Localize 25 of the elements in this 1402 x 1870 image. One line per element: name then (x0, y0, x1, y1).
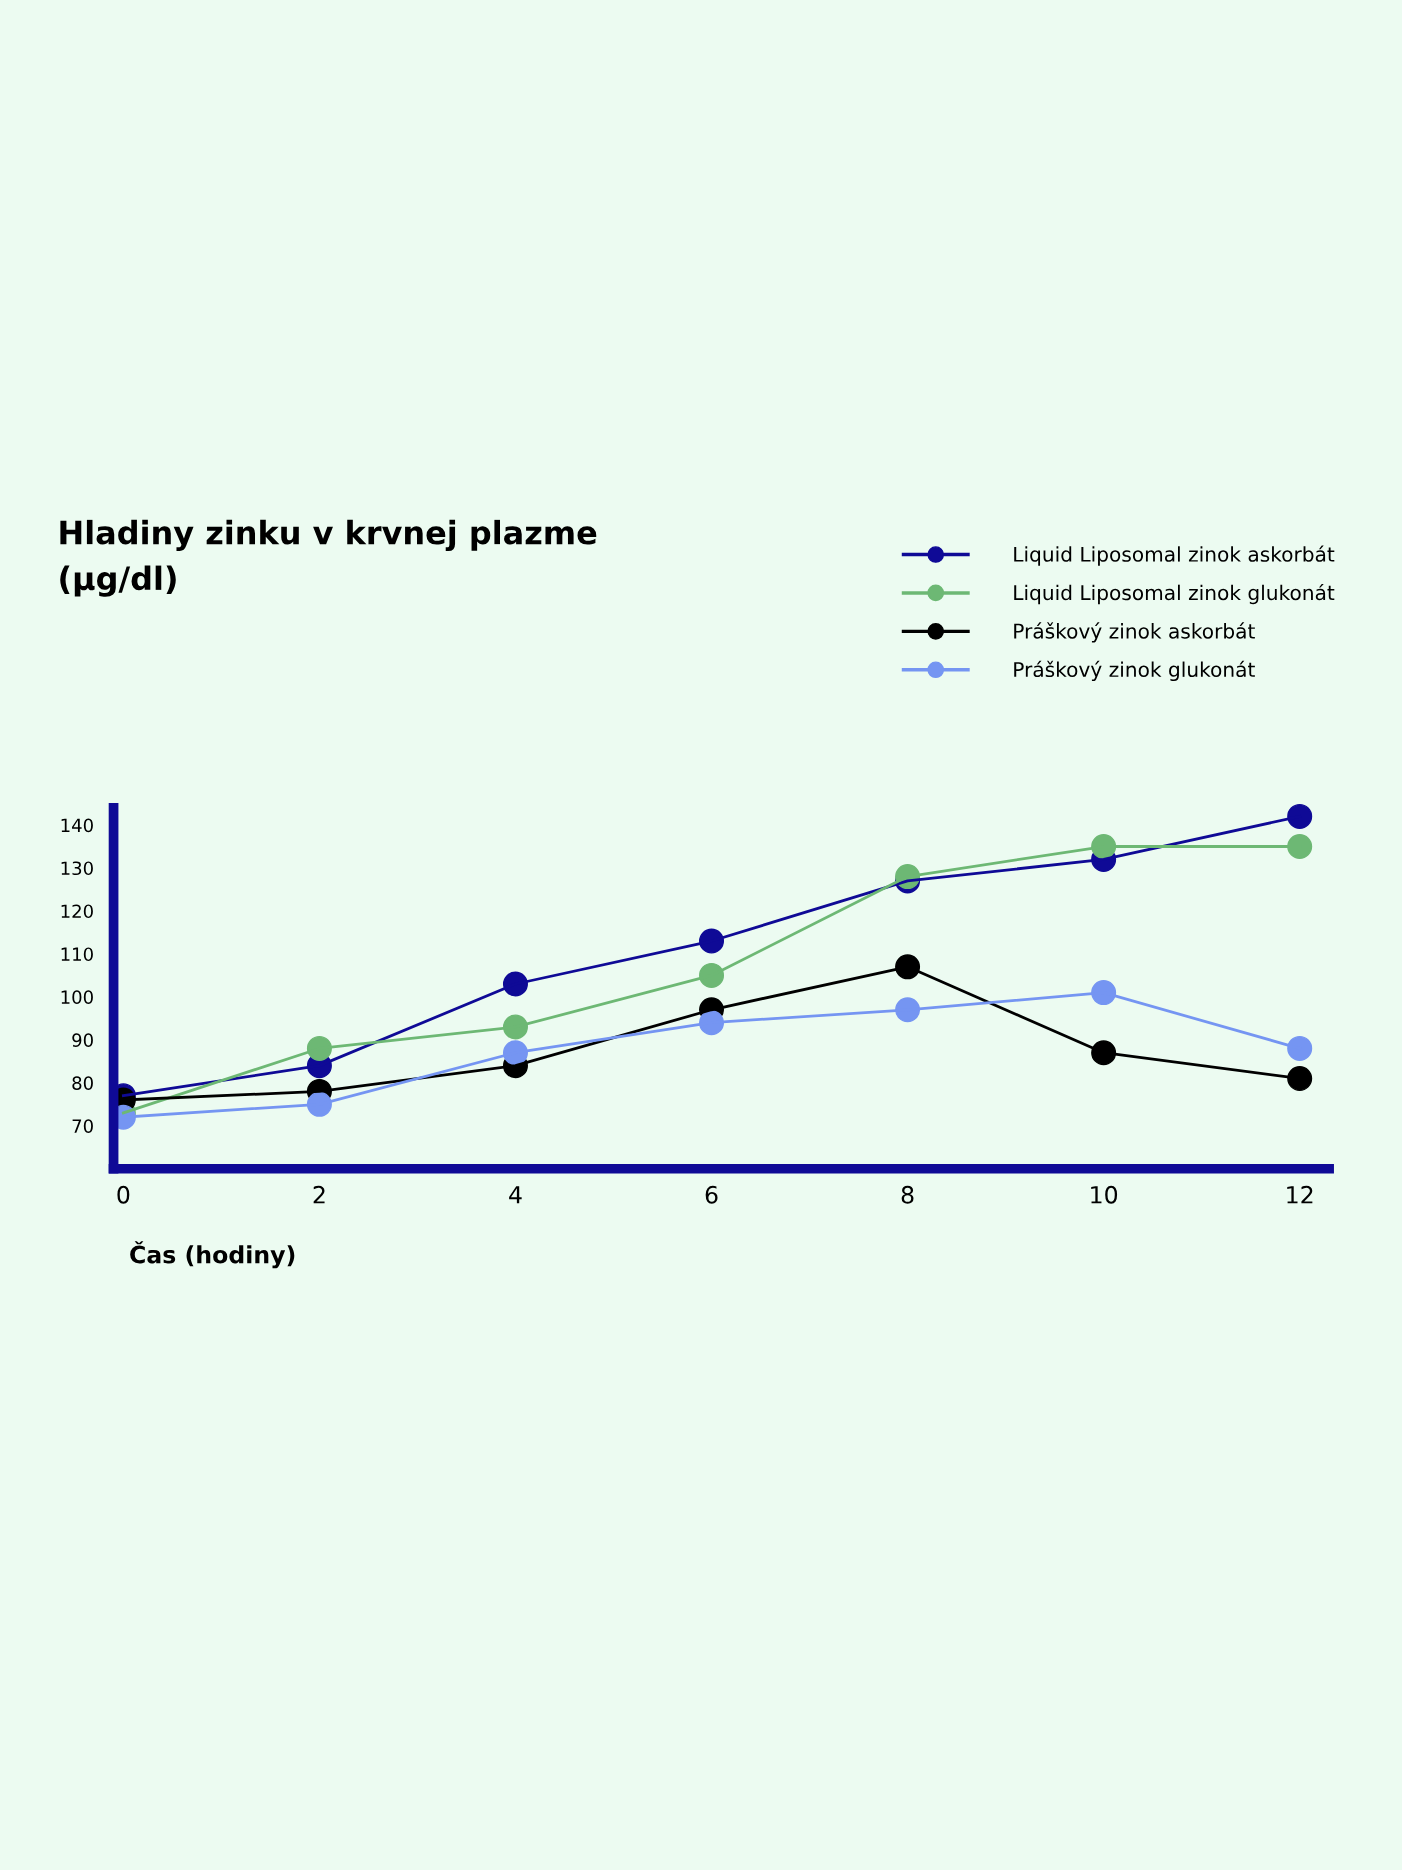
chart-title: Hladiny zinku v krvnej plazme (µg/dl) (60, 519, 597, 597)
y-tick-label: 110 (61, 947, 93, 962)
x-axis-title: Čas (hodiny) (130, 1241, 295, 1269)
point (1287, 803, 1313, 829)
x-tick-label: 4 (509, 1186, 522, 1204)
y-tick-label: 120 (61, 904, 93, 919)
point (1287, 1035, 1313, 1061)
y-tick-label: 70 (72, 1119, 93, 1133)
legend-label: Liquid Liposomal zinok askorbát (1014, 545, 1335, 566)
y-tick-label: 90 (72, 1033, 93, 1047)
x-tick-label: 12 (1287, 1185, 1313, 1204)
x-tick-label: 8 (901, 1185, 914, 1204)
x-tick-label: 2 (313, 1185, 325, 1204)
legend-label: Liquid Liposomal zinok glukonát (1014, 583, 1335, 605)
x-tick-label: 6 (705, 1185, 718, 1204)
y-tick-label: 80 (72, 1076, 93, 1090)
point (1287, 1066, 1313, 1092)
y-tick-label: 100 (61, 990, 93, 1004)
y-tick-label: 130 (61, 861, 93, 876)
y-tick-label: 140 (61, 818, 93, 833)
x-tick-label: 0 (117, 1185, 130, 1204)
legend-label: Práškový zinok glukonát (1014, 660, 1255, 682)
x-tick-label: 10 (1091, 1185, 1118, 1204)
point (1287, 834, 1313, 860)
legend-label: Práškový zinok askorbát (1014, 622, 1255, 643)
